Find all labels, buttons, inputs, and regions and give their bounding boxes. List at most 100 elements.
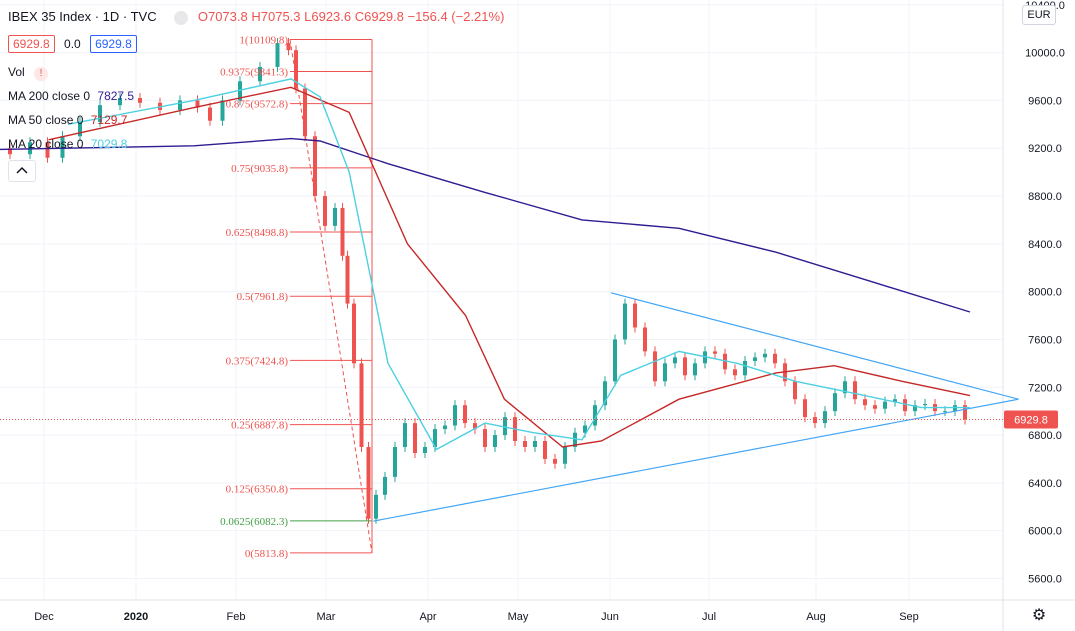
candle-body <box>473 423 477 430</box>
open-value: O7073.8 <box>197 9 248 24</box>
candle-body <box>208 107 212 121</box>
candle-body <box>683 357 687 376</box>
candle-body <box>713 351 717 354</box>
candle-body <box>603 381 607 406</box>
fib-level-label: 0(5813.8) <box>245 548 288 560</box>
candle-body <box>374 494 378 519</box>
candle-body <box>286 43 291 51</box>
candle-body <box>423 447 427 453</box>
candle-body <box>118 98 122 106</box>
indicator-ma200[interactable]: MA 200 close 0 7827.5 <box>8 87 134 105</box>
x-tick-label: Apr <box>419 611 436 623</box>
candle-body <box>258 66 262 82</box>
close-value: C6929.8 <box>354 9 404 24</box>
candle-body <box>733 369 737 376</box>
symbol-status-icon[interactable] <box>174 10 189 25</box>
y-tick-label: 8800.0 <box>1028 191 1062 203</box>
candle-body <box>803 399 807 418</box>
ma-line-ma200 <box>0 137 971 313</box>
fib-trend-line <box>289 39 373 554</box>
candle-body <box>903 399 907 412</box>
x-tick-label: Jul <box>702 611 716 623</box>
bid-box[interactable]: 6929.8 <box>8 35 55 53</box>
candle-body <box>366 447 371 519</box>
candle-body <box>413 423 417 453</box>
candle-body <box>743 360 747 376</box>
currency-button[interactable]: EUR <box>1022 5 1056 25</box>
gear-icon[interactable]: ⚙ <box>1031 607 1047 624</box>
candle-body <box>873 405 877 409</box>
candle-body <box>453 405 457 426</box>
indicator-ma200-value: 7827.5 <box>97 89 135 103</box>
candle-body <box>843 381 847 394</box>
candle-body <box>553 458 557 464</box>
x-tick-label: Dec <box>34 611 54 623</box>
trendline <box>610 292 1019 400</box>
candle-body <box>653 351 657 382</box>
warning-icon[interactable]: ! <box>34 67 49 81</box>
candle-body <box>753 357 757 361</box>
candle-body <box>178 100 182 110</box>
x-tick-label: Mar <box>317 611 336 623</box>
x-tick-label: Sep <box>899 611 919 623</box>
x-tick-label: Jun <box>601 611 619 623</box>
candle-body <box>443 425 447 430</box>
chevron-up-icon <box>16 166 28 174</box>
candle-body <box>863 399 867 406</box>
candle-body <box>693 363 697 376</box>
fib-level-label: 0.9375(9841.3) <box>220 67 288 79</box>
candle-body <box>943 411 947 413</box>
symbol-title[interactable]: IBEX 35 Index · 1D · TVC <box>8 9 157 24</box>
candle-body <box>593 405 597 426</box>
y-tick-label: 8000.0 <box>1028 287 1062 299</box>
candle-body <box>773 353 777 364</box>
candle-body <box>573 432 577 448</box>
collapse-legend-button[interactable] <box>8 160 36 182</box>
candle-body <box>923 403 927 406</box>
fib-level-label: 0.625(8498.8) <box>226 227 289 239</box>
candle-body <box>623 303 627 340</box>
indicator-vol[interactable]: Vol ! <box>8 63 134 81</box>
fib-level-label: 1(10109.8) <box>239 34 288 46</box>
ask-box[interactable]: 6929.8 <box>90 35 137 53</box>
x-tick-label: May <box>508 611 529 623</box>
candle-body <box>383 476 387 495</box>
candle-body <box>359 363 364 448</box>
indicator-ma20[interactable]: MA 20 close 0 7029.8 <box>8 135 134 153</box>
candle-body <box>333 207 337 226</box>
indicator-ma200-label: MA 200 close 0 <box>8 89 91 103</box>
candle-body <box>503 417 507 436</box>
candle-body <box>523 441 527 448</box>
indicator-vol-label: Vol <box>8 65 25 79</box>
candle-body <box>893 399 897 402</box>
candle-body <box>643 327 647 352</box>
candle-body <box>313 136 317 197</box>
candle-body <box>633 303 637 328</box>
candle-body <box>294 50 298 89</box>
candle-body <box>463 405 467 424</box>
y-tick-label: 5600.0 <box>1028 573 1062 585</box>
candle-body <box>323 196 327 226</box>
candle-body <box>493 435 497 448</box>
candle-body <box>583 425 587 433</box>
fib-level-label: 0.875(9572.8) <box>226 99 289 111</box>
fib-level-label: 0.5(7961.8) <box>237 291 289 303</box>
trendline <box>373 398 1019 522</box>
candle-body <box>963 405 967 420</box>
candle-body <box>543 441 547 459</box>
indicator-ma50[interactable]: MA 50 close 0 7129.7 <box>8 111 134 129</box>
candle-body <box>98 105 102 122</box>
candle-body <box>483 429 487 448</box>
x-tick-label: 2020 <box>124 611 148 623</box>
candle-body <box>345 255 350 304</box>
candle-body <box>833 393 837 412</box>
candle-body <box>275 43 280 67</box>
last-price-tag <box>1004 410 1058 429</box>
y-tick-label: 6000.0 <box>1028 526 1062 538</box>
fib-level-label: 0.125(6350.8) <box>226 484 289 496</box>
indicator-ma50-value: 7129.7 <box>90 113 128 127</box>
indicator-ma50-label: MA 50 close 0 <box>8 113 84 127</box>
candle-body <box>138 98 142 103</box>
candle-body <box>533 441 537 448</box>
